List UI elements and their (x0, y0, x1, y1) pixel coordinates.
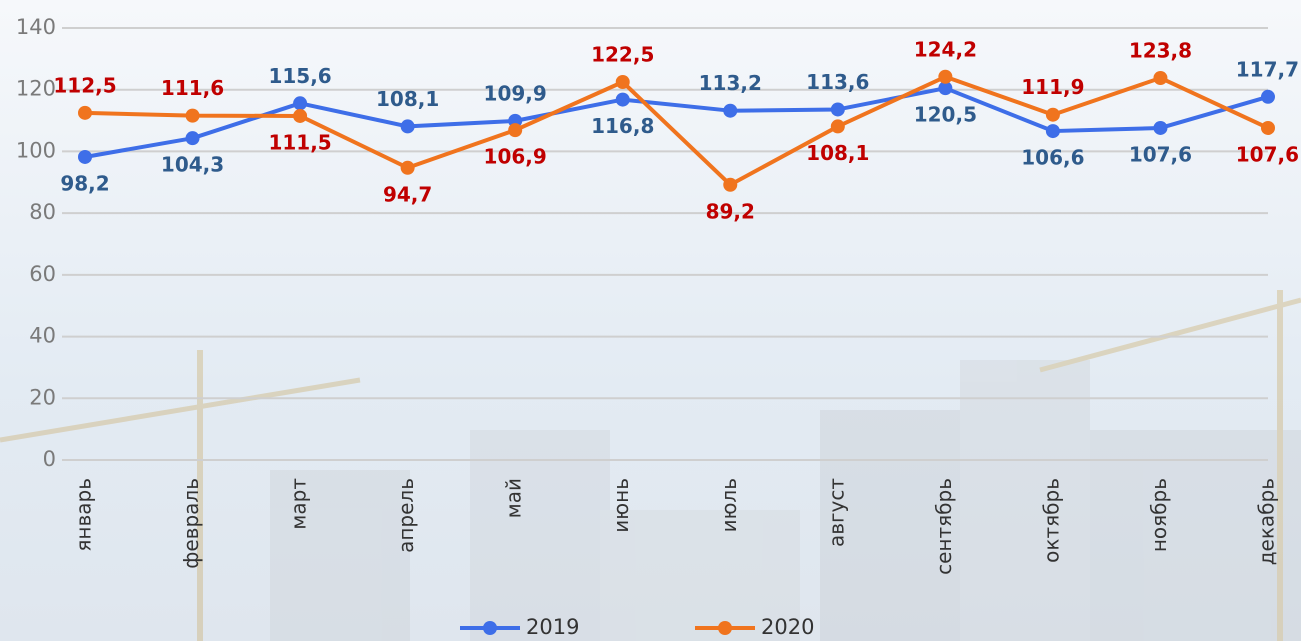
x-tick-label: ноябрь (1147, 478, 1171, 552)
data-label: 124,2 (914, 37, 977, 61)
data-label: 98,2 (60, 171, 109, 195)
data-label: 123,8 (1129, 38, 1192, 62)
x-tick-label: сентябрь (932, 478, 956, 575)
data-point (723, 104, 737, 118)
data-point (1261, 90, 1275, 104)
data-point (1046, 124, 1060, 138)
y-tick-label: 60 (29, 262, 56, 286)
data-label: 113,2 (699, 71, 762, 95)
data-point (1261, 121, 1275, 135)
data-label: 94,7 (383, 182, 432, 206)
data-label: 106,9 (484, 145, 547, 169)
x-tick-label: апрель (394, 478, 418, 553)
data-point (293, 96, 307, 110)
x-tick-label: август (824, 478, 848, 547)
x-tick-label: январь (72, 478, 96, 552)
data-label: 111,5 (268, 130, 331, 154)
x-tick-label: октябрь (1039, 478, 1063, 563)
data-point (401, 161, 415, 175)
legend-label: 2019 (526, 615, 579, 639)
y-tick-label: 120 (16, 77, 56, 101)
data-label: 109,9 (484, 81, 547, 105)
legend-label: 2020 (761, 615, 814, 639)
data-label: 115,6 (268, 64, 331, 88)
data-point (186, 109, 200, 123)
chart: 0 20 40 60 80 100 120 140 январь февраль март апрел… (0, 0, 1301, 641)
data-point (616, 93, 630, 107)
data-point (78, 150, 92, 164)
data-label: 113,6 (806, 70, 869, 94)
x-tick-label: июль (717, 478, 741, 532)
y-tick-label: 140 (16, 15, 56, 39)
data-label: 120,5 (914, 103, 977, 127)
x-tick-label: декабрь (1255, 478, 1279, 565)
data-label: 89,2 (706, 199, 755, 223)
legend-marker (718, 621, 732, 635)
data-label: 122,5 (591, 43, 654, 67)
x-tick-label: март (287, 478, 311, 530)
x-tick-label: май (502, 478, 526, 518)
y-tick-label: 0 (43, 447, 56, 471)
data-label: 117,7 (1236, 57, 1299, 81)
y-tick-label: 40 (29, 324, 56, 348)
data-point (1046, 108, 1060, 122)
data-point (831, 102, 845, 116)
y-tick-label: 20 (29, 385, 56, 409)
data-point (401, 119, 415, 133)
x-tick-label: февраль (179, 478, 203, 569)
data-point (616, 75, 630, 89)
data-label: 107,6 (1129, 142, 1192, 166)
data-label: 111,6 (161, 76, 224, 100)
data-label: 112,5 (53, 73, 116, 97)
data-label: 108,1 (806, 141, 869, 165)
data-point (1153, 71, 1167, 85)
legend-marker (483, 621, 497, 635)
y-tick-label: 100 (16, 138, 56, 162)
data-label: 107,6 (1236, 142, 1299, 166)
data-label: 106,6 (1021, 146, 1084, 170)
data-point (78, 106, 92, 120)
data-label: 104,3 (161, 153, 224, 177)
data-label: 111,9 (1021, 75, 1084, 99)
data-point (293, 109, 307, 123)
data-point (508, 123, 522, 137)
data-label: 108,1 (376, 87, 439, 111)
y-tick-label: 80 (29, 200, 56, 224)
x-tick-label: июнь (609, 478, 633, 533)
data-label: 116,8 (591, 114, 654, 138)
data-point (723, 178, 737, 192)
data-point (1153, 121, 1167, 135)
data-point (831, 119, 845, 133)
data-point (938, 70, 952, 84)
data-point (186, 131, 200, 145)
